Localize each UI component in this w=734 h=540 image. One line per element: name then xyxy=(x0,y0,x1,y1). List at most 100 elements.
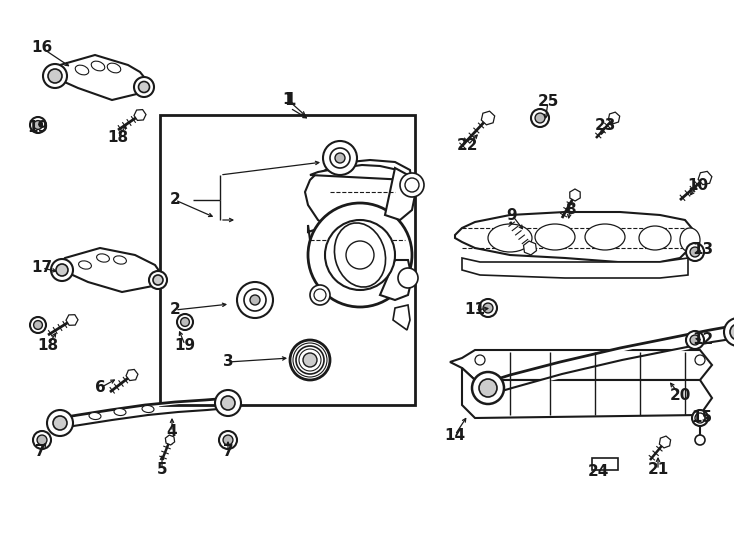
Polygon shape xyxy=(462,368,712,418)
Circle shape xyxy=(323,141,357,175)
Ellipse shape xyxy=(335,223,385,287)
Text: 1: 1 xyxy=(283,92,294,107)
Polygon shape xyxy=(592,458,618,470)
Circle shape xyxy=(177,314,193,330)
Text: 4: 4 xyxy=(167,424,178,440)
Circle shape xyxy=(724,318,734,346)
Ellipse shape xyxy=(585,224,625,250)
Polygon shape xyxy=(393,305,410,330)
Circle shape xyxy=(346,241,374,269)
Text: 2: 2 xyxy=(170,302,181,318)
Circle shape xyxy=(33,431,51,449)
Circle shape xyxy=(34,321,43,329)
Circle shape xyxy=(692,410,708,426)
Polygon shape xyxy=(134,110,146,120)
Circle shape xyxy=(139,82,150,92)
Circle shape xyxy=(296,346,324,374)
Polygon shape xyxy=(450,350,712,380)
Text: 24: 24 xyxy=(587,464,608,480)
Ellipse shape xyxy=(97,254,109,262)
Text: 7: 7 xyxy=(222,444,233,460)
Ellipse shape xyxy=(535,224,575,250)
Circle shape xyxy=(695,355,705,365)
Ellipse shape xyxy=(142,406,154,413)
Polygon shape xyxy=(385,168,415,220)
Ellipse shape xyxy=(114,408,126,415)
Circle shape xyxy=(237,282,273,318)
Circle shape xyxy=(48,69,62,83)
Polygon shape xyxy=(52,55,148,100)
Circle shape xyxy=(149,271,167,289)
Circle shape xyxy=(181,318,189,326)
Text: 13: 13 xyxy=(692,242,713,258)
Ellipse shape xyxy=(680,228,700,252)
Text: 7: 7 xyxy=(34,444,46,460)
Ellipse shape xyxy=(91,61,105,71)
Circle shape xyxy=(325,220,395,290)
Circle shape xyxy=(221,396,235,410)
Circle shape xyxy=(47,410,73,436)
Circle shape xyxy=(330,148,350,168)
Text: 20: 20 xyxy=(669,388,691,402)
Circle shape xyxy=(43,64,67,88)
Bar xyxy=(160,115,415,405)
Text: 22: 22 xyxy=(457,138,479,152)
Polygon shape xyxy=(66,315,78,325)
Polygon shape xyxy=(58,248,162,292)
Polygon shape xyxy=(698,171,712,185)
Ellipse shape xyxy=(114,256,126,264)
Circle shape xyxy=(686,331,704,349)
Text: 1: 1 xyxy=(284,91,296,109)
Text: 18: 18 xyxy=(107,131,128,145)
Ellipse shape xyxy=(107,63,121,73)
Text: 21: 21 xyxy=(647,462,669,477)
Circle shape xyxy=(56,264,68,276)
Circle shape xyxy=(690,335,700,345)
Polygon shape xyxy=(488,338,734,395)
Circle shape xyxy=(310,285,330,305)
Text: 25: 25 xyxy=(537,94,559,110)
Polygon shape xyxy=(60,408,230,428)
Circle shape xyxy=(335,153,345,163)
Polygon shape xyxy=(659,436,671,448)
Polygon shape xyxy=(570,189,580,201)
Text: 19: 19 xyxy=(27,120,48,136)
Circle shape xyxy=(398,268,418,288)
Circle shape xyxy=(223,435,233,445)
Circle shape xyxy=(405,178,419,192)
Ellipse shape xyxy=(89,413,101,420)
Text: 5: 5 xyxy=(156,462,167,477)
Text: 18: 18 xyxy=(37,338,59,353)
Circle shape xyxy=(134,77,154,97)
Polygon shape xyxy=(60,398,230,418)
Polygon shape xyxy=(305,160,412,238)
Ellipse shape xyxy=(488,224,532,252)
Text: 9: 9 xyxy=(506,207,517,222)
Circle shape xyxy=(483,303,493,313)
Circle shape xyxy=(686,243,704,261)
Polygon shape xyxy=(126,369,138,381)
Circle shape xyxy=(30,317,46,333)
Text: 17: 17 xyxy=(32,260,53,275)
Polygon shape xyxy=(310,165,408,180)
Ellipse shape xyxy=(79,261,92,269)
Circle shape xyxy=(730,324,734,340)
Polygon shape xyxy=(488,325,734,382)
Circle shape xyxy=(53,416,67,430)
Circle shape xyxy=(695,435,705,445)
Polygon shape xyxy=(380,260,412,300)
Circle shape xyxy=(479,299,497,317)
Circle shape xyxy=(244,289,266,311)
Circle shape xyxy=(37,435,47,445)
Text: 23: 23 xyxy=(595,118,616,132)
Text: 11: 11 xyxy=(465,302,485,318)
Circle shape xyxy=(219,431,237,449)
Circle shape xyxy=(400,173,424,197)
Polygon shape xyxy=(165,435,175,445)
Polygon shape xyxy=(462,258,688,278)
Text: 3: 3 xyxy=(222,354,233,369)
Ellipse shape xyxy=(639,226,671,250)
Text: 19: 19 xyxy=(175,338,195,353)
Circle shape xyxy=(250,295,260,305)
Circle shape xyxy=(290,340,330,380)
